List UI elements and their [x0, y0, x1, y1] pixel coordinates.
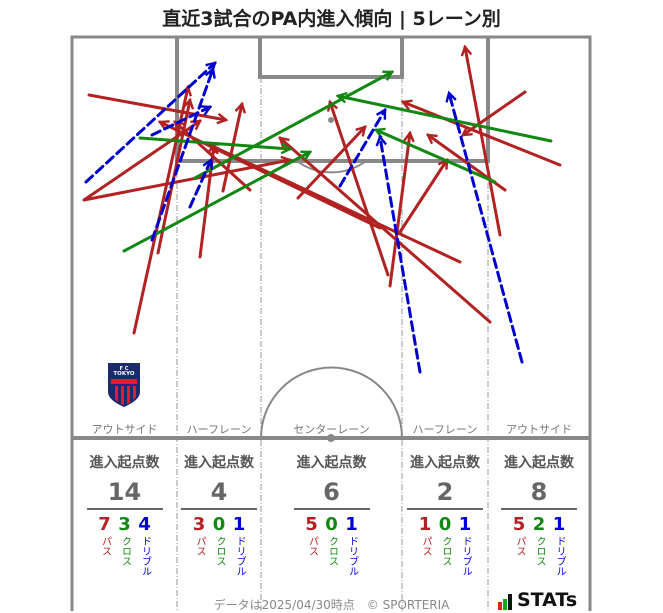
pass-arrow: [398, 157, 449, 234]
cross-count: 0: [212, 514, 226, 535]
footer-note: データは2025/04/30時点 © SPORTERIA: [213, 598, 450, 612]
dribble-arrow: [150, 105, 213, 137]
stat-heading: 進入起点数: [504, 455, 574, 471]
stats-logo: STATs: [498, 590, 577, 610]
dribble-count: 1: [232, 514, 246, 535]
bar-icon-red: [498, 602, 502, 610]
pass-arrow: [87, 93, 229, 125]
stat-total: 14: [86, 478, 163, 510]
pass-arrow: [221, 101, 247, 193]
chart-title: 直近3試合のPA内進入傾向 | 5レーン別: [162, 8, 501, 30]
stats-logo-text: STATs: [517, 589, 578, 611]
cross-label: クロス: [214, 536, 225, 566]
team-crest: F C TOKYO: [107, 362, 141, 412]
pass-arrow: [460, 44, 502, 237]
lane-label-left-outside: アウトサイド: [91, 423, 158, 436]
stat-total: 4: [181, 478, 257, 510]
cross-label: クロス: [440, 536, 451, 566]
cross-count: 0: [438, 514, 452, 535]
lane-label-right-half: ハーフレーン: [412, 423, 478, 436]
pass-arrow: [388, 130, 415, 288]
penalty-spot: [328, 117, 334, 123]
pass-label: パス: [420, 536, 431, 556]
dribble-arrow: [150, 66, 216, 242]
pass-label: パス: [306, 536, 318, 556]
lane-label-center: センターレーン: [293, 423, 370, 436]
lane-stats-center: 進入起点数 6 5 パス 0 クロス 1 ドリブル: [261, 452, 402, 576]
pass-arrow: [157, 120, 382, 230]
cross-label: クロス: [534, 536, 545, 566]
dribble-label: ドリブル: [460, 536, 471, 576]
goal-area: [258, 37, 404, 79]
dribble-count: 4: [138, 514, 151, 535]
pitch-outline: [70, 35, 592, 611]
fc-tokyo-crest-icon: F C TOKYO: [108, 363, 140, 407]
stat-total: 8: [501, 478, 577, 510]
stat-heading: 進入起点数: [410, 455, 480, 471]
stat-heading: 進入起点数: [296, 455, 367, 471]
svg-text:TOKYO: TOKYO: [113, 371, 134, 377]
lane-label-left-half: ハーフレーン: [186, 423, 252, 436]
lane-stats-left-half: 進入起点数 4 3 パス 0 クロス 1 ドリブル: [177, 452, 261, 576]
pass-arrow: [326, 99, 390, 277]
pass-arrow: [207, 143, 462, 264]
dribble-arrow: [188, 157, 214, 209]
dribble-label: ドリブル: [234, 536, 245, 576]
dribble-label: ドリブル: [346, 536, 358, 576]
pass-count: 3: [192, 514, 206, 535]
lane-stats-right-half: 進入起点数 2 1 パス 0 クロス 1 ドリブル: [402, 452, 488, 576]
pass-arrow: [296, 125, 367, 200]
pass-label: パス: [99, 536, 111, 556]
penalty-arc: [296, 160, 367, 174]
pass-arrow: [82, 119, 202, 202]
cross-count: 0: [325, 514, 338, 535]
pass-arrow: [278, 136, 492, 324]
lane-stats-left-outside: 進入起点数 14 7 パス 3 クロス 4 ドリブル: [72, 452, 177, 576]
dribble-arrow: [375, 134, 422, 374]
cross-count: 2: [532, 514, 546, 535]
dribble-count: 1: [458, 514, 472, 535]
pass-arrow: [461, 90, 527, 137]
lane-stats-right-outside: 進入起点数 8 5 パス 2 クロス 1 ドリブル: [488, 452, 590, 576]
dribble-label: ドリブル: [554, 536, 565, 576]
cross-arrow: [373, 127, 497, 184]
cross-arrow: [193, 70, 395, 180]
stat-heading: 進入起点数: [89, 455, 160, 471]
cross-arrow: [335, 91, 553, 143]
penalty-area: [175, 37, 490, 163]
pass-label: パス: [194, 536, 205, 556]
center-spot: [327, 434, 335, 442]
dribble-count: 1: [552, 514, 566, 535]
pass-count: 5: [512, 514, 526, 535]
cross-arrow: [138, 136, 293, 155]
dribble-label: ドリブル: [139, 536, 151, 576]
dribble-arrow: [338, 107, 387, 188]
bar-icon-green: [503, 599, 507, 610]
svg-text:F C: F C: [120, 366, 129, 372]
cross-count: 3: [118, 514, 131, 535]
pass-arrow: [400, 99, 562, 167]
dribble-arrow: [445, 90, 524, 364]
pass-count: 5: [305, 514, 318, 535]
pass-count: 7: [98, 514, 111, 535]
stat-total: 2: [407, 478, 483, 510]
bar-icon-black: [508, 594, 512, 610]
stat-heading: 進入起点数: [184, 455, 254, 471]
pass-count: 1: [418, 514, 432, 535]
lane-label-right-outside: アウトサイド: [506, 423, 572, 436]
center-circle: [260, 366, 403, 439]
cross-label: クロス: [119, 536, 131, 566]
stat-total: 6: [293, 478, 370, 510]
pass-arrow: [173, 120, 252, 192]
dribble-arrow: [84, 61, 217, 184]
cross-label: クロス: [326, 536, 338, 566]
pass-label: パス: [514, 536, 525, 556]
dribble-count: 1: [345, 514, 358, 535]
entry-arrows: [82, 44, 562, 374]
